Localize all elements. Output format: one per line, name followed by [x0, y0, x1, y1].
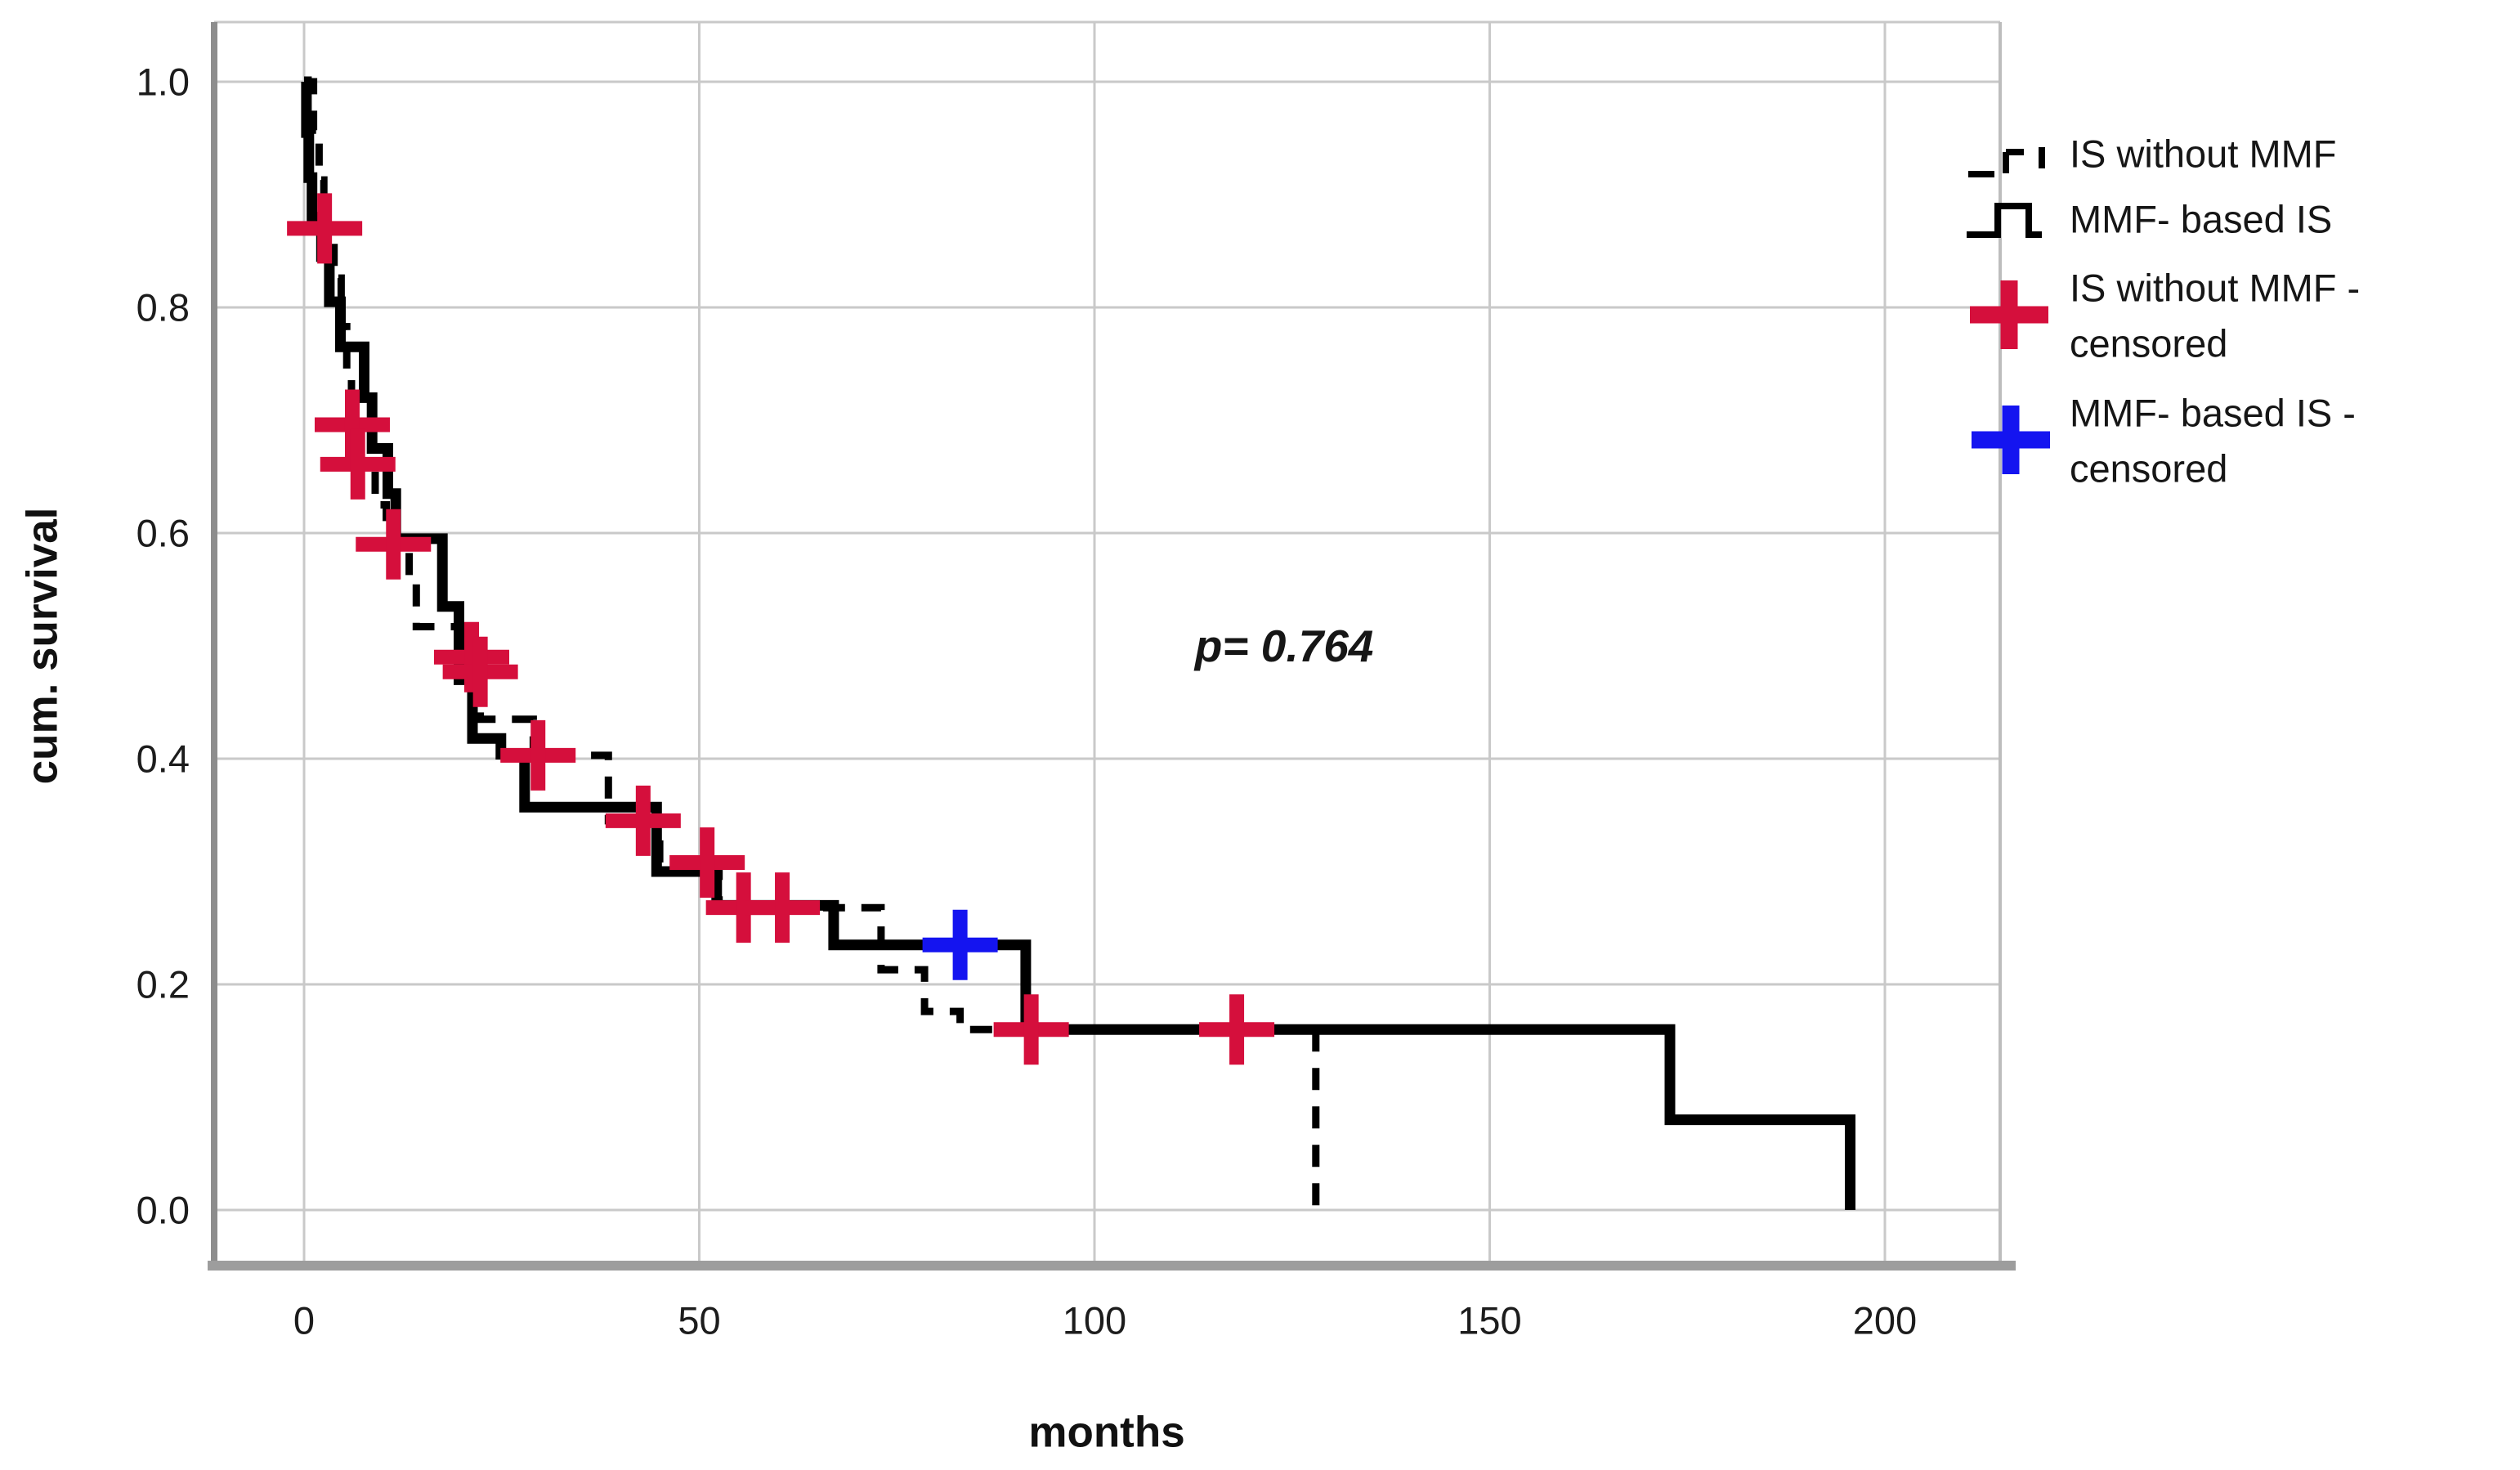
legend-label-mmf-based-is-censored-line2: censored — [2070, 447, 2227, 491]
x-axis-line — [208, 1261, 2016, 1271]
legend-item-mmf-based-is: MMF- based IS — [1967, 198, 2332, 241]
censor-mark-red — [745, 872, 821, 943]
censor-mark-red — [320, 428, 396, 500]
legend: IS without MMF MMF- based IS IS without … — [1967, 132, 2360, 491]
censor-mark-red — [605, 785, 681, 856]
y-tick-label: 1.0 — [137, 61, 190, 104]
axis-titles: months cum. survival p= 0.764 — [19, 508, 1374, 1457]
y-tick-label: 0.4 — [137, 737, 190, 781]
legend-label-mmf-based-is-censored-line1: MMF- based IS - — [2070, 392, 2356, 435]
legend-item-is-without-mmf: IS without MMF — [1968, 132, 2336, 177]
legend-item-is-without-mmf-censored: IS without MMF - censored — [1970, 267, 2360, 365]
censor-mark-red — [434, 621, 510, 692]
legend-label-mmf-based-is: MMF- based IS — [2070, 198, 2332, 241]
legend-label-is-without-mmf-censored-line2: censored — [2070, 322, 2227, 365]
survival-curves — [301, 76, 1855, 1210]
red-plus-censored-icon — [1970, 280, 2048, 349]
x-tick-label: 0 — [293, 1299, 315, 1342]
y-tick-label: 0.2 — [137, 963, 190, 1006]
p-value-annotation: p= 0.764 — [1193, 621, 1374, 671]
plot-borders — [208, 20, 2016, 1271]
y-axis-line — [211, 22, 217, 1266]
censor-mark-red — [500, 719, 576, 791]
censor-mark-red — [669, 827, 745, 898]
x-tick-label: 150 — [1457, 1299, 1521, 1342]
y-tick-label: 0.0 — [137, 1189, 190, 1232]
x-axis-title: months — [1028, 1409, 1184, 1457]
tick-labels: 0 50 100 150 200 0.0 0.2 0.4 0.6 0.8 1.0 — [137, 61, 1918, 1342]
censor-mark-red — [287, 193, 363, 264]
gridlines — [214, 22, 2000, 1265]
censor-mark-blue — [922, 909, 998, 980]
y-tick-label: 0.6 — [137, 512, 190, 555]
y-tick-label: 0.8 — [137, 286, 190, 329]
censor-mark-red — [1199, 994, 1275, 1065]
x-tick-label: 50 — [678, 1299, 720, 1342]
y-axis-title: cum. survival — [19, 508, 67, 785]
censor-marks — [287, 193, 1275, 1065]
legend-label-is-without-mmf: IS without MMF — [2070, 132, 2336, 176]
x-tick-label: 200 — [1853, 1299, 1917, 1342]
solid-step-swatch-icon — [1967, 203, 2042, 238]
censor-mark-red — [356, 509, 432, 580]
censor-mark-red — [442, 636, 518, 707]
km-curve-mmf-based-is — [301, 76, 1855, 1210]
blue-plus-censored-icon — [1972, 406, 2050, 474]
x-tick-label: 100 — [1063, 1299, 1126, 1342]
legend-item-mmf-based-is-censored: MMF- based IS - censored — [1972, 392, 2356, 491]
censor-mark-red — [993, 994, 1069, 1065]
dashed-line-swatch-icon — [1968, 147, 2045, 177]
legend-label-is-without-mmf-censored-line1: IS without MMF - — [2070, 267, 2360, 310]
